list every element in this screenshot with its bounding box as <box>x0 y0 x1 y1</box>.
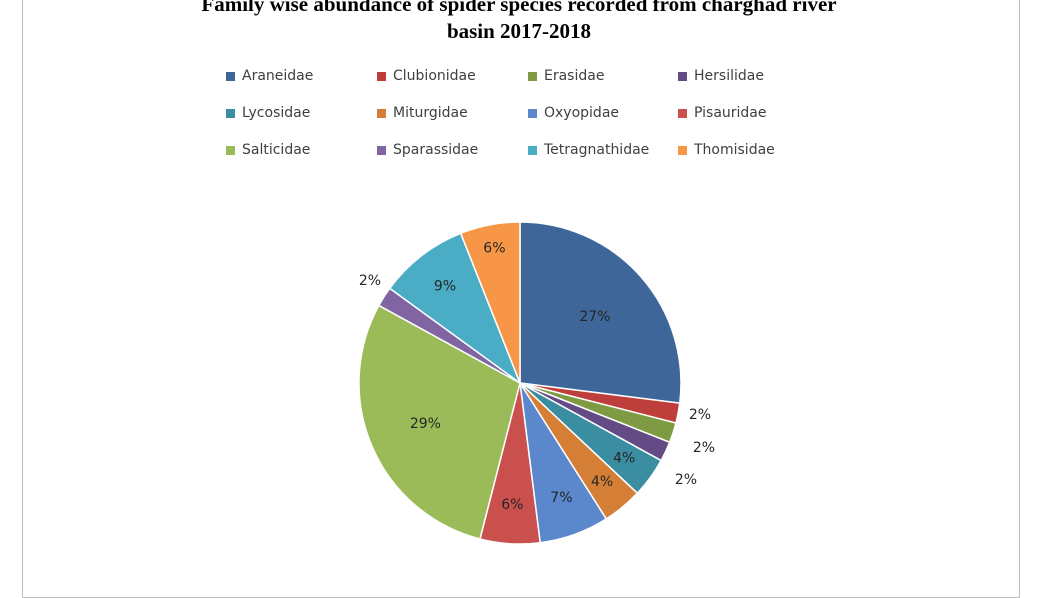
data-label-oxyopidae: 7% <box>550 490 572 506</box>
legend-row-2: Lycosidae Miturgidae Oxyopidae Pisaurida… <box>226 103 826 140</box>
legend-label-clubionidae: Clubionidae <box>393 68 476 84</box>
legend-item-clubionidae: Clubionidae <box>377 66 476 86</box>
legend-item-lycosidae: Lycosidae <box>226 103 310 123</box>
data-label-clubionidae: 2% <box>689 407 711 423</box>
pie-chart: 27% 2% 2% 2% 4%4% 7% 6% 29% 2% 9% 6% <box>358 221 715 545</box>
chart-title: Family wise abundance of spider species … <box>0 0 1038 45</box>
pie-data-labels: 27% 2% 2% 2% 4%4% 7% 6% 29% 2% 9% 6% <box>359 241 715 513</box>
legend-swatch-hersilidae <box>678 71 687 81</box>
legend-label-pisauridae: Pisauridae <box>694 105 767 121</box>
pie-slice-tetragnathidae <box>388 232 522 386</box>
legend-swatch-miturgidae <box>377 108 386 118</box>
pie-slice-salticidae <box>358 304 521 540</box>
chart-title-line-1: Family wise abundance of spider species … <box>201 0 837 16</box>
data-label-tetragnathidae: 9% <box>434 278 456 294</box>
legend-label-erasidae: Erasidae <box>544 68 605 84</box>
legend-swatch-erasidae <box>528 71 537 81</box>
legend-label-thomisidae: Thomisidae <box>694 142 775 158</box>
legend-item-pisauridae: Pisauridae <box>678 103 767 123</box>
legend-label-araneidae: Araneidae <box>242 68 314 84</box>
legend-label-hersilidae: Hersilidae <box>694 68 764 84</box>
legend-item-salticidae: Salticidae <box>226 140 310 160</box>
data-label-lycosidae: 4% <box>613 451 635 467</box>
legend-swatch-tetragnathidae <box>528 145 537 155</box>
legend-row-3: Salticidae Sparassidae Tetragnathidae Th… <box>226 140 826 177</box>
data-label-sparassidae: 2% <box>359 273 381 289</box>
pie-slices <box>358 221 682 545</box>
legend-item-sparassidae: Sparassidae <box>377 140 478 160</box>
legend-item-miturgidae: Miturgidae <box>377 103 468 123</box>
legend-item-thomisidae: Thomisidae <box>678 140 775 160</box>
data-label-hersilidae: 2% <box>675 472 697 488</box>
legend-swatch-clubionidae <box>377 71 386 81</box>
chart-legend: Araneidae Clubionidae Erasidae Hersilida… <box>226 66 826 177</box>
legend-label-lycosidae: Lycosidae <box>242 105 311 121</box>
legend-swatch-pisauridae <box>678 108 687 118</box>
legend-item-tetragnathidae: Tetragnathidae <box>528 140 649 160</box>
legend-swatch-salticidae <box>226 145 235 155</box>
legend-swatch-lycosidae <box>226 108 235 118</box>
legend-swatch-sparassidae <box>377 145 386 155</box>
data-label-salticidae: 29% <box>410 416 441 432</box>
legend-swatch-oxyopidae <box>528 108 537 118</box>
legend-label-tetragnathidae: Tetragnathidae <box>544 142 650 158</box>
data-label-erasidae: 2% <box>693 440 715 456</box>
legend-item-hersilidae: Hersilidae <box>678 66 764 86</box>
legend-label-miturgidae: Miturgidae <box>393 105 468 121</box>
data-label-miturgidae: 4% <box>591 474 613 490</box>
legend-item-erasidae: Erasidae <box>528 66 604 86</box>
legend-label-sparassidae: Sparassidae <box>393 142 479 158</box>
pie-slice-araneidae <box>519 221 682 405</box>
legend-item-oxyopidae: Oxyopidae <box>528 103 619 123</box>
chart-title-line-2: basin 2017-2018 <box>446 19 592 43</box>
data-label-araneidae: 27% <box>579 309 610 325</box>
pie-slice-thomisidae <box>459 221 521 384</box>
data-label-pisauridae: 6% <box>501 497 523 513</box>
legend-item-araneidae: Araneidae <box>226 66 313 86</box>
legend-swatch-thomisidae <box>678 145 687 155</box>
legend-label-salticidae: Salticidae <box>242 142 311 158</box>
data-label-thomisidae: 6% <box>483 241 505 257</box>
legend-row-1: Araneidae Clubionidae Erasidae Hersilida… <box>226 66 826 103</box>
legend-label-oxyopidae: Oxyopidae <box>544 105 620 121</box>
legend-swatch-araneidae <box>226 71 235 81</box>
